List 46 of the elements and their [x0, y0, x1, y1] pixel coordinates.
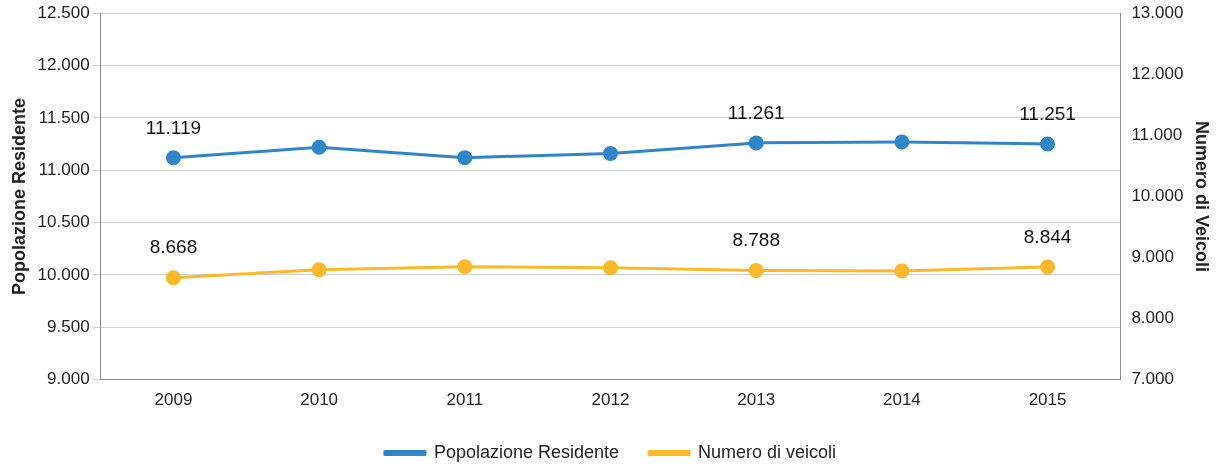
- x-tick-label: 2015: [1028, 390, 1067, 410]
- y2-tick-label: 13.000: [1131, 2, 1184, 22]
- data-label: 8.844: [1023, 225, 1072, 247]
- point: [311, 262, 327, 278]
- y-tick-label: 10.500: [37, 212, 90, 232]
- y-tick-label: 11.500: [38, 107, 90, 127]
- y-tick-label: 11.000: [38, 159, 90, 179]
- point: [603, 145, 618, 161]
- x-tick-label: 2010: [300, 390, 339, 410]
- y-axis-title: Popolazione Residente: [8, 97, 29, 295]
- data-label: 11.251: [1019, 102, 1076, 124]
- y2-tick-label: 8.000: [1131, 308, 1174, 328]
- data-label: 8.668: [149, 236, 198, 258]
- point: [748, 135, 764, 151]
- y-tick-label: 9.500: [47, 316, 90, 336]
- point: [1040, 259, 1056, 275]
- x-tick-label: 2011: [446, 390, 484, 410]
- y2-axis-title: Numero di Veicoli: [1192, 120, 1213, 272]
- data-label: 11.119: [145, 116, 202, 138]
- y2-tick-label: 12.000: [1131, 63, 1184, 83]
- y2-tick-label: 11.000: [1131, 125, 1183, 145]
- y-tick-label: 9.000: [47, 369, 90, 389]
- point: [165, 150, 181, 166]
- legend-label: Numero di veicoli: [698, 441, 837, 462]
- point: [894, 263, 910, 279]
- point: [748, 262, 764, 278]
- x-tick-label: 2013: [737, 390, 776, 410]
- legend-label: Popolazione Residente: [433, 441, 620, 462]
- y-tick-label: 10.000: [37, 264, 90, 284]
- point: [457, 259, 473, 275]
- data-label: 8.788: [732, 229, 780, 251]
- x-tick-label: 2012: [591, 390, 630, 410]
- point: [894, 134, 910, 150]
- point: [603, 260, 618, 276]
- y2-tick-label: 9.000: [1131, 247, 1174, 267]
- point: [311, 139, 327, 155]
- data-label: 11.261: [727, 101, 785, 123]
- point: [1040, 136, 1056, 152]
- y2-tick-label: 10.000: [1131, 186, 1184, 206]
- y-tick-label: 12.500: [37, 2, 90, 22]
- y-tick-label: 12.000: [37, 55, 90, 75]
- point: [457, 150, 473, 166]
- x-tick-label: 2014: [882, 390, 921, 410]
- x-tick-label: 2009: [154, 390, 193, 410]
- y2-tick-label: 7.000: [1131, 369, 1174, 389]
- point: [165, 270, 181, 286]
